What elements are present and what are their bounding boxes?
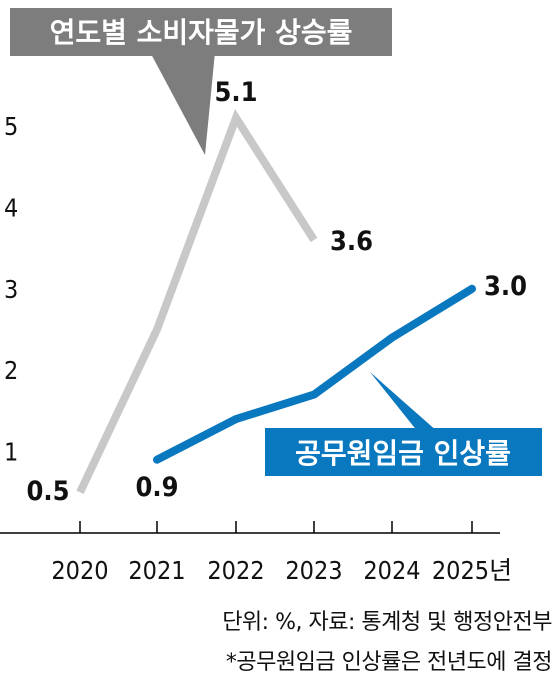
x-tick-label: 2020 [51, 556, 108, 585]
x-tick-label: 2022 [207, 556, 264, 585]
wage-data-label: 3.0 [484, 271, 527, 302]
line-chart: 2020 2021 2022 2023 2024 2025년 1 2 3 4 5 0.5 5.1 3.6 0… [0, 8, 542, 585]
x-tick-label: 2021 [128, 556, 185, 585]
cpi-data-label: 0.5 [26, 476, 69, 507]
y-tick-label: 3 [4, 275, 18, 304]
wage-series-line [153, 284, 476, 464]
y-tick-label: 5 [4, 112, 18, 141]
cpi-data-label: 5.1 [214, 77, 257, 108]
x-tick-label: 2024 [363, 556, 420, 585]
wage-data-label: 0.9 [135, 472, 178, 503]
wage-callout-box [265, 428, 542, 476]
wage-callout-pointer [370, 372, 438, 432]
cpi-callout-box [10, 8, 392, 56]
cpi-callout-pointer [150, 52, 215, 155]
source-note: 단위: %, 자료: 통계청 및 행정안전부 [222, 610, 552, 635]
cpi-data-label: 3.6 [330, 226, 373, 257]
footnote: *공무원임금 인상률은 전년도에 결정 [225, 650, 553, 675]
wage-legend-label: 공무원임금 인상률 [295, 437, 511, 470]
y-tick-label: 1 [4, 438, 18, 467]
y-tick-label: 2 [4, 356, 18, 385]
chart-title: 연도별 소비자물가 상승률 [50, 16, 353, 49]
x-tick-label: 2025년 [432, 556, 512, 585]
x-tick-label: 2023 [285, 556, 342, 585]
cpi-series-line [76, 108, 318, 495]
y-tick-label: 4 [4, 193, 18, 222]
